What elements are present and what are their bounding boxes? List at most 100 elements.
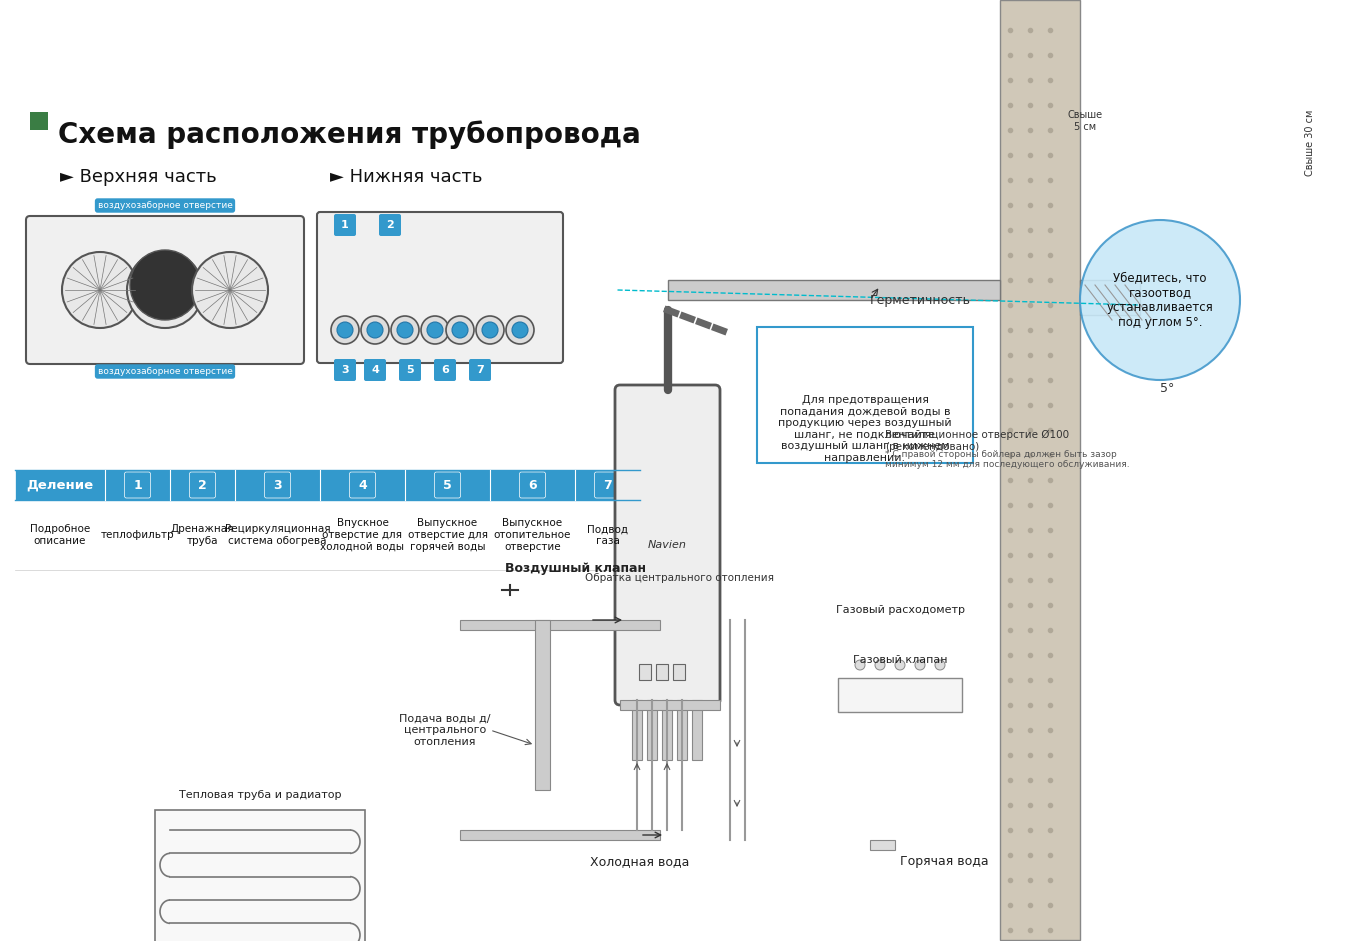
Text: Выпускное
отверстие для
горячей воды: Выпускное отверстие для горячей воды	[407, 518, 487, 551]
Circle shape	[876, 660, 885, 670]
Circle shape	[855, 660, 865, 670]
Bar	[662, 700, 672, 760]
Text: Горячая вода: Горячая вода	[900, 855, 989, 868]
Text: 5: 5	[442, 479, 452, 491]
Circle shape	[192, 252, 268, 328]
Bar	[15, 470, 639, 500]
Bar	[536, 620, 550, 790]
Text: 4: 4	[371, 365, 379, 375]
FancyBboxPatch shape	[335, 359, 356, 381]
Text: 6: 6	[529, 479, 537, 491]
Text: 6: 6	[441, 365, 449, 375]
Text: Navien: Navien	[648, 540, 687, 550]
Text: 5°: 5°	[1160, 381, 1175, 394]
Text: Впускное
отверстие для
холодной воды: Впускное отверстие для холодной воды	[321, 518, 405, 551]
Text: 3: 3	[341, 365, 349, 375]
Circle shape	[62, 252, 138, 328]
Circle shape	[362, 316, 389, 344]
Text: 2: 2	[198, 479, 206, 491]
Circle shape	[391, 316, 420, 344]
FancyBboxPatch shape	[335, 214, 356, 236]
FancyBboxPatch shape	[264, 472, 290, 498]
Text: Обратка центрального отопления: Обратка центрального отопления	[585, 573, 774, 583]
Circle shape	[476, 316, 505, 344]
FancyBboxPatch shape	[364, 359, 386, 381]
Text: теплофильтр: теплофильтр	[101, 530, 174, 540]
Text: * С правой стороны бойлера должен быть зазор
минимум 12 мм для последующего обсл: * С правой стороны бойлера должен быть з…	[885, 450, 1129, 470]
Bar	[668, 280, 1000, 300]
Text: Холодная вода: Холодная вода	[590, 855, 689, 868]
Text: Подробное
описание: Подробное описание	[30, 524, 90, 546]
Circle shape	[331, 316, 359, 344]
Text: Выпускное
отопительное
отверстие: Выпускное отопительное отверстие	[494, 518, 571, 551]
Text: 5: 5	[406, 365, 414, 375]
FancyBboxPatch shape	[434, 472, 460, 498]
Text: 1: 1	[341, 220, 349, 230]
Text: Газовый расходометр: Газовый расходометр	[835, 605, 965, 615]
Bar	[155, 810, 366, 941]
Bar	[677, 700, 687, 760]
Circle shape	[894, 660, 905, 670]
Text: Для предотвращения
попадания дождевой воды в
продукцию через воздушный
шланг, не: Для предотвращения попадания дождевой во…	[778, 395, 952, 463]
Circle shape	[513, 322, 527, 338]
Bar	[656, 664, 668, 680]
FancyBboxPatch shape	[124, 472, 151, 498]
Bar	[639, 664, 652, 680]
Circle shape	[367, 322, 383, 338]
Text: Свыше 30 см: Свыше 30 см	[1304, 110, 1315, 176]
FancyBboxPatch shape	[399, 359, 421, 381]
Text: 7: 7	[476, 365, 484, 375]
Circle shape	[428, 322, 442, 338]
Circle shape	[452, 322, 468, 338]
Text: ► Нижняя часть: ► Нижняя часть	[331, 168, 483, 186]
FancyBboxPatch shape	[189, 472, 216, 498]
Circle shape	[935, 660, 946, 670]
Text: Свыше
5 см: Свыше 5 см	[1067, 110, 1102, 132]
Text: воздухозаборное отверстие: воздухозаборное отверстие	[97, 367, 232, 376]
Bar	[648, 700, 657, 760]
Bar	[1081, 280, 1140, 315]
Text: Подача воды д/
центрального
отопления: Подача воды д/ центрального отопления	[399, 713, 491, 746]
FancyBboxPatch shape	[757, 327, 973, 463]
Circle shape	[506, 316, 534, 344]
FancyBboxPatch shape	[349, 472, 375, 498]
Text: 1: 1	[134, 479, 142, 491]
Text: 3: 3	[274, 479, 282, 491]
Circle shape	[447, 316, 473, 344]
Bar	[621, 700, 720, 710]
Circle shape	[482, 322, 498, 338]
Text: Герметичность: Герметичность	[870, 294, 971, 307]
Bar	[1000, 0, 1081, 940]
Text: Газовый клапан: Газовый клапан	[853, 655, 947, 665]
Bar	[692, 700, 701, 760]
Text: Убедитесь, что
газоотвод
устанавливается
под углом 5°.: Убедитесь, что газоотвод устанавливается…	[1106, 271, 1213, 329]
Bar	[460, 620, 660, 630]
Text: 4: 4	[357, 479, 367, 491]
Text: Деление: Деление	[27, 479, 93, 491]
Bar	[460, 830, 660, 840]
FancyBboxPatch shape	[595, 472, 621, 498]
Text: ► Верхняя часть: ► Верхняя часть	[59, 168, 217, 186]
Text: Схема расположения трубопровода: Схема расположения трубопровода	[58, 120, 641, 149]
Circle shape	[1081, 220, 1240, 380]
Text: 2: 2	[386, 220, 394, 230]
FancyBboxPatch shape	[469, 359, 491, 381]
FancyBboxPatch shape	[379, 214, 401, 236]
FancyBboxPatch shape	[838, 678, 962, 712]
Text: Воздушный клапан: Воздушный клапан	[505, 562, 646, 575]
FancyBboxPatch shape	[615, 385, 720, 705]
Text: Дренажная
труба: Дренажная труба	[171, 524, 235, 546]
FancyBboxPatch shape	[26, 216, 304, 364]
FancyBboxPatch shape	[30, 112, 49, 130]
FancyBboxPatch shape	[317, 212, 563, 363]
Text: Подвод
газа: Подвод газа	[587, 524, 629, 546]
Text: Вентиляционное отверстие Ø100
(рекомендовано): Вентиляционное отверстие Ø100 (рекомендо…	[885, 430, 1070, 452]
Bar	[673, 664, 685, 680]
Text: Тепловая труба и радиатор: Тепловая труба и радиатор	[179, 790, 341, 800]
Circle shape	[397, 322, 413, 338]
Circle shape	[421, 316, 449, 344]
Text: 7: 7	[603, 479, 612, 491]
Circle shape	[337, 322, 353, 338]
Text: Рециркуляционная
система обогрева: Рециркуляционная система обогрева	[225, 524, 331, 546]
Bar	[631, 700, 642, 760]
